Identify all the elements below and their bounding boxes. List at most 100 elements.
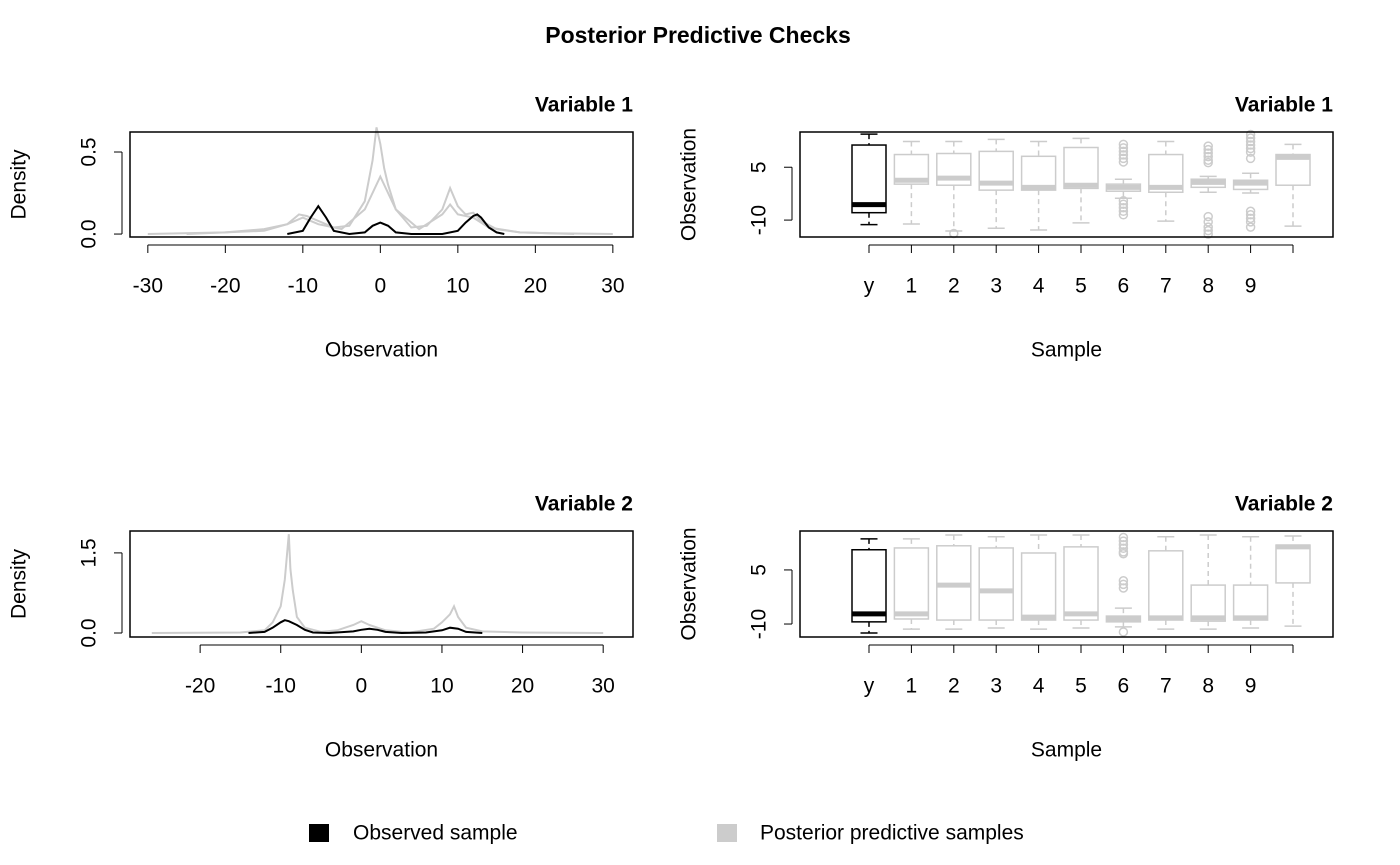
x-tick-label: -10 — [266, 675, 296, 698]
box — [1020, 155, 1057, 191]
y-tick-label: 5 — [748, 161, 771, 173]
y-tick-label: -10 — [748, 205, 771, 235]
x-tick-label: 0 — [374, 275, 386, 298]
x-tick-label: -20 — [210, 275, 240, 298]
outlier — [1118, 539, 1129, 550]
outlier — [1118, 543, 1129, 554]
outlier — [1118, 532, 1129, 543]
density-line — [147, 127, 613, 235]
legend-swatch — [717, 824, 737, 842]
box — [1275, 544, 1311, 584]
x-tick-label: 1 — [906, 675, 918, 698]
box — [1232, 584, 1269, 621]
plot-frame — [799, 131, 1334, 238]
x-tick-label: y — [864, 675, 875, 698]
density-line — [248, 619, 483, 635]
y-tick-label: 0.0 — [78, 618, 101, 647]
outlier — [1118, 195, 1129, 206]
y-tick-label: 0.0 — [78, 219, 101, 248]
outlier — [1118, 583, 1129, 593]
x-tick-label: 9 — [1245, 275, 1257, 298]
box — [893, 547, 930, 620]
panel-title: Variable 2 — [1235, 493, 1333, 516]
legend-label: Observed sample — [353, 822, 518, 845]
outlier — [1118, 153, 1129, 164]
outlier — [1245, 147, 1256, 157]
outlier — [1203, 225, 1213, 236]
x-tick-label: 7 — [1160, 275, 1172, 298]
box — [851, 144, 887, 214]
outlier — [1118, 627, 1129, 637]
x-tick-label: 1 — [906, 275, 918, 298]
outlier — [1118, 146, 1129, 157]
outlier — [1203, 148, 1213, 158]
x-tick-label: 10 — [430, 675, 453, 698]
outlier — [1118, 150, 1129, 160]
outlier — [1203, 211, 1213, 222]
outlier — [1203, 157, 1213, 168]
x-tick-label: 20 — [511, 675, 534, 698]
box — [1063, 546, 1099, 621]
outlier — [1203, 141, 1213, 151]
x-tick-label: 2 — [948, 275, 960, 298]
outlier — [1245, 217, 1256, 227]
outlier — [1203, 222, 1213, 232]
panel-title: Variable 1 — [535, 94, 633, 117]
y-tick-label: 0.5 — [78, 137, 101, 166]
box — [978, 547, 1014, 621]
plot-frame — [129, 530, 634, 638]
y-axis-label: Observation — [678, 527, 701, 640]
outlier — [1245, 143, 1256, 154]
outlier — [1118, 203, 1129, 213]
x-tick-label: 30 — [591, 675, 614, 698]
y-tick-label: -10 — [748, 609, 771, 639]
outlier — [1245, 133, 1256, 143]
outlier — [1245, 153, 1256, 164]
x-tick-label: 20 — [524, 275, 547, 298]
outlier — [1245, 213, 1256, 224]
x-tick-label: 6 — [1118, 675, 1130, 698]
legend-label: Posterior predictive samples — [760, 822, 1024, 845]
plot-frame — [129, 131, 634, 238]
y-tick-label: 5 — [748, 564, 771, 576]
outlier — [1118, 579, 1129, 590]
legend-swatch — [309, 824, 329, 842]
density-line — [287, 204, 505, 236]
outlier — [1245, 206, 1256, 217]
x-tick-label: 5 — [1075, 675, 1087, 698]
panel-title: Variable 2 — [535, 493, 633, 516]
outlier — [1203, 144, 1213, 155]
x-tick-label: 4 — [1033, 675, 1045, 698]
outlier — [1118, 548, 1129, 559]
x-tick-label: 5 — [1075, 275, 1087, 298]
x-tick-label: 6 — [1118, 275, 1130, 298]
outlier — [1118, 576, 1129, 586]
density-line — [151, 534, 604, 634]
box — [1020, 552, 1057, 621]
y-axis-label: Density — [8, 149, 31, 220]
outlier — [1203, 229, 1213, 239]
x-tick-label: 9 — [1245, 675, 1257, 698]
x-tick-label: 4 — [1033, 275, 1045, 298]
x-tick-label: 10 — [446, 275, 469, 298]
box — [851, 548, 887, 623]
outlier — [1118, 536, 1129, 546]
x-tick-label: 3 — [990, 275, 1002, 298]
outlier — [1203, 151, 1213, 162]
x-tick-label: y — [864, 275, 875, 298]
x-tick-label: 2 — [948, 675, 960, 698]
y-axis-label: Density — [8, 548, 31, 619]
outlier — [1118, 210, 1129, 220]
x-tick-label: -20 — [185, 675, 215, 698]
outlier — [1203, 217, 1213, 227]
box — [1063, 146, 1099, 190]
box — [1190, 584, 1226, 622]
x-axis-label: Sample — [1031, 739, 1102, 762]
x-axis-label: Observation — [325, 339, 438, 362]
x-tick-label: 8 — [1202, 275, 1214, 298]
outlier — [1118, 143, 1129, 153]
x-tick-label: 0 — [356, 675, 368, 698]
y-axis-label: Observation — [678, 128, 701, 241]
x-tick-label: 30 — [601, 275, 624, 298]
